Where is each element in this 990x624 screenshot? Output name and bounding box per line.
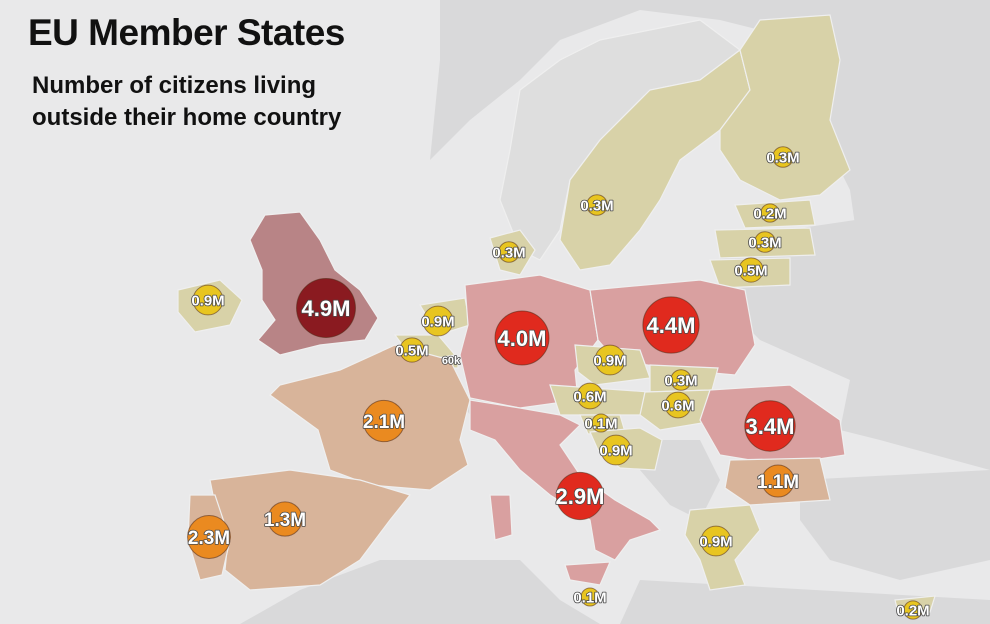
subtitle-line-2: outside their home country — [32, 104, 342, 131]
bubble-circle-portugal — [187, 515, 231, 559]
bubble-lithuania: 0.5M — [734, 257, 768, 283]
bubble-circle-cyprus — [903, 600, 923, 620]
bubble-circle-spain — [267, 501, 303, 537]
bubble-circle-hungary — [664, 391, 692, 419]
bubble-portugal: 2.3M — [187, 515, 231, 559]
bubble-circle-netherlands — [422, 305, 454, 337]
bubble-circle-croatia — [600, 434, 632, 466]
bubble-circle-ireland — [192, 284, 224, 316]
bubble-malta: 0.1M — [573, 587, 607, 607]
bubble-circle-slovakia — [670, 369, 692, 391]
bubble-label-slovenia: 0.1M — [584, 415, 617, 432]
bubble-label-netherlands: 0.9M — [421, 313, 454, 330]
country-finland — [719, 14, 851, 201]
bubble-layer: 4.9M 4.4M 4.0M 3.4M 2.9M 2.3M 2.1M 1.3M 1.1M 0.9M… — [187, 146, 930, 620]
bubble-slovakia: 0.3M — [664, 369, 698, 391]
bubble-greece: 0.9M — [699, 525, 733, 557]
bubble-circle-france — [362, 399, 406, 443]
bubble-circle-slovenia — [591, 413, 611, 433]
bubble-circle-poland — [642, 296, 700, 354]
bubble-spain: 1.3M — [263, 501, 307, 537]
bubble-germany: 4.0M — [494, 310, 550, 366]
bubble-label-romania: 3.4M — [746, 414, 795, 439]
bubble-circle-malta — [580, 587, 600, 607]
bubble-label-austria: 0.6M — [573, 388, 606, 405]
bubble-label-latvia: 0.3M — [748, 234, 781, 251]
bubble-label-croatia: 0.9M — [599, 442, 632, 459]
bubble-circle-estonia — [760, 203, 780, 223]
bubble-circle-united-kingdom — [296, 278, 356, 338]
bubble-circle-greece — [700, 525, 732, 557]
bubble-italy: 2.9M — [555, 471, 605, 521]
bubble-poland: 4.4M — [642, 296, 700, 354]
bubble-bulgaria: 1.1M — [756, 464, 800, 498]
bubble-circle-sweden — [586, 194, 608, 216]
bubble-label-sweden: 0.3M — [580, 197, 613, 214]
bubble-hungary: 0.6M — [661, 391, 695, 419]
bubble-label-cyprus: 0.2M — [896, 602, 929, 619]
bubble-label-germany: 4.0M — [498, 326, 547, 351]
bubble-label-finland: 0.3M — [766, 149, 799, 166]
bubble-label-hungary: 0.6M — [661, 397, 694, 414]
bubble-luxembourg: 60k — [441, 354, 462, 368]
bubble-belgium: 0.5M — [395, 337, 429, 363]
bubble-label-poland: 4.4M — [647, 313, 696, 338]
bubble-label-united-kingdom: 4.9M — [302, 296, 351, 321]
bubble-circle-austria — [576, 382, 604, 410]
bubble-label-france: 2.1M — [363, 412, 405, 433]
bubble-cyprus: 0.2M — [896, 600, 930, 620]
country-sweden — [559, 48, 751, 271]
bubble-circle-latvia — [754, 231, 776, 253]
bubble-circle-belgium — [399, 337, 425, 363]
bubble-circle-finland — [772, 146, 794, 168]
bubble-label-portugal: 2.3M — [188, 528, 230, 549]
bubble-label-belgium: 0.5M — [395, 342, 428, 359]
bubble-estonia: 0.2M — [753, 203, 787, 223]
bubble-label-bulgaria: 1.1M — [757, 472, 799, 493]
bubble-label-malta: 0.1M — [573, 589, 606, 606]
bubble-austria: 0.6M — [573, 382, 607, 410]
bubble-label-italy: 2.9M — [556, 484, 605, 509]
bubble-circle-czech-republic — [594, 344, 626, 376]
bubble-circle-germany — [494, 310, 550, 366]
bubble-circle-lithuania — [738, 257, 764, 283]
bubble-circle-bulgaria — [761, 464, 795, 498]
bubble-circle-italy — [555, 471, 605, 521]
bubble-label-denmark: 0.3M — [492, 244, 525, 261]
bubble-label-luxembourg: 60k — [442, 355, 461, 367]
country-sardinia — [489, 494, 513, 541]
bubble-finland: 0.3M — [766, 146, 800, 168]
bubble-circle-romania — [744, 400, 796, 452]
bubble-sweden: 0.3M — [580, 194, 614, 216]
bubble-circle-denmark — [498, 241, 520, 263]
bubble-label-ireland: 0.9M — [191, 292, 224, 309]
bubble-label-slovakia: 0.3M — [664, 372, 697, 389]
bubble-label-estonia: 0.2M — [753, 205, 786, 222]
bubble-romania: 3.4M — [744, 400, 796, 452]
country-sicily — [564, 561, 611, 586]
bubble-netherlands: 0.9M — [421, 305, 455, 337]
map-title: EU Member States — [28, 12, 345, 53]
bubble-label-spain: 1.3M — [264, 510, 306, 531]
bubble-france: 2.1M — [362, 399, 406, 443]
map-subtitle: Number of citizens living outside their … — [32, 70, 341, 134]
bubble-croatia: 0.9M — [599, 434, 633, 466]
bubble-slovenia: 0.1M — [584, 413, 618, 433]
bubble-label-czech-republic: 0.9M — [593, 352, 626, 369]
bubble-united-kingdom: 4.9M — [296, 278, 356, 338]
bubble-label-greece: 0.9M — [699, 533, 732, 550]
bubble-denmark: 0.3M — [492, 241, 526, 263]
bubble-czech-republic: 0.9M — [593, 344, 627, 376]
bubble-label-lithuania: 0.5M — [734, 262, 767, 279]
bubble-latvia: 0.3M — [748, 231, 782, 253]
subtitle-line-1: Number of citizens living — [32, 72, 317, 99]
bubble-ireland: 0.9M — [191, 284, 225, 316]
